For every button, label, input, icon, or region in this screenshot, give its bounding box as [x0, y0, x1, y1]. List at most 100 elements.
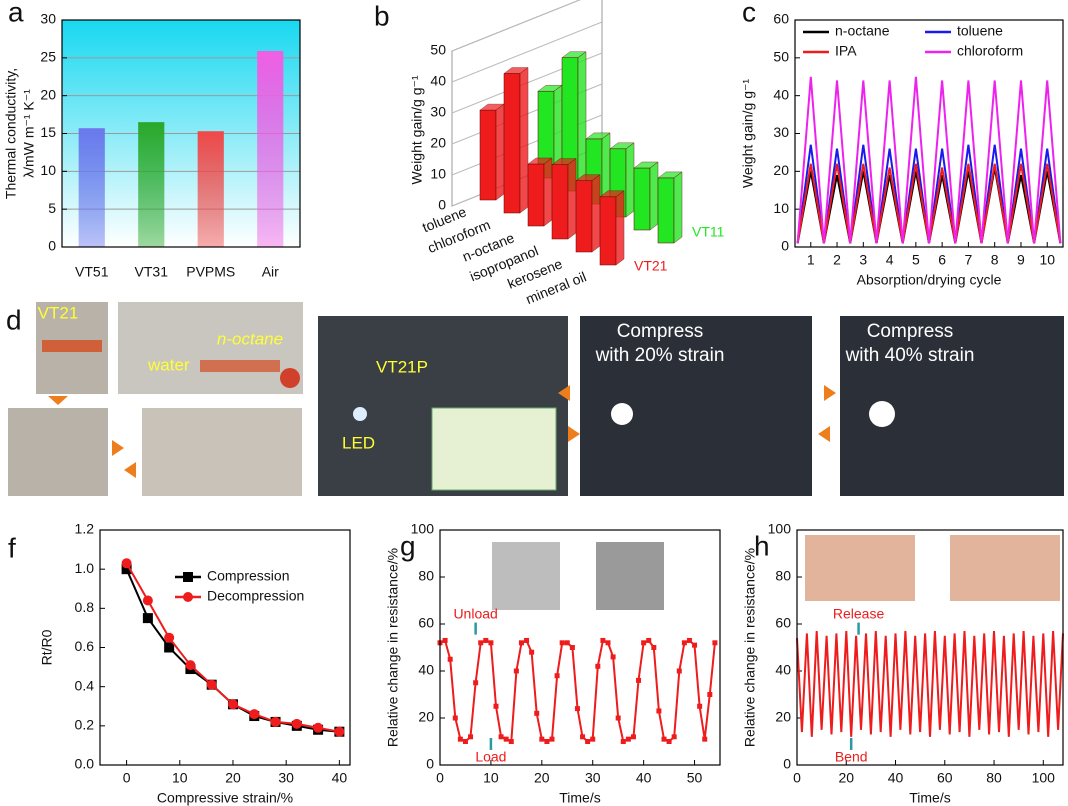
marker [458, 737, 463, 742]
marker [550, 737, 555, 742]
bar-3d [552, 159, 576, 239]
marker [313, 723, 323, 733]
marker [478, 640, 483, 645]
photo-detail [42, 340, 102, 352]
bar-face [658, 178, 674, 243]
arrow [112, 440, 124, 456]
legend-label: toluene [957, 23, 1003, 39]
x-tick-label: 60 [937, 770, 953, 786]
y-tick-label: 1.0 [75, 560, 95, 576]
marker [616, 716, 621, 721]
photo-label: Compress [867, 321, 954, 342]
y-tick-label: 5 [48, 200, 56, 216]
bar [138, 122, 164, 247]
y-tick-label: 0.8 [75, 599, 95, 615]
y-tick-label: 15 [40, 124, 56, 140]
y-tick-label: 20 [773, 162, 789, 178]
annotation: Bend [835, 749, 868, 765]
marker [514, 669, 519, 674]
bar-face [480, 110, 496, 200]
marker [590, 737, 595, 742]
marker [606, 640, 611, 645]
marker [662, 737, 667, 742]
marker [702, 737, 707, 742]
x-tick-label: 100 [1032, 770, 1056, 786]
bar-side [496, 104, 504, 200]
arrow [824, 385, 836, 401]
marker [468, 734, 473, 739]
marker [334, 727, 344, 737]
annotation: Unload [453, 605, 497, 621]
y-tick-label: 0 [48, 238, 56, 254]
marker [667, 739, 672, 744]
marker [595, 664, 600, 669]
marker [560, 640, 565, 645]
x-tick-label: 0 [123, 770, 131, 786]
bar-face [576, 181, 592, 252]
y-tick-label: 40 [418, 662, 434, 678]
marker [565, 640, 570, 645]
marker [631, 734, 636, 739]
x-tick-label: 1 [807, 252, 815, 268]
marker [636, 678, 641, 683]
x-tick-label: 7 [965, 252, 973, 268]
marker [687, 638, 692, 643]
photo-label: Compress [617, 321, 704, 342]
schematic [432, 408, 556, 490]
marker [448, 657, 453, 662]
marker [519, 640, 524, 645]
y-tick-label: 60 [418, 615, 434, 631]
y-tick-label: 20 [40, 86, 56, 102]
bar-3d [528, 158, 552, 226]
z-tick-label: 20 [430, 135, 446, 151]
x-tick-label: 9 [1017, 252, 1025, 268]
x-axis-label: Time/s [909, 790, 950, 806]
legend-marker [183, 572, 193, 582]
y-tick-label: 30 [773, 124, 789, 140]
bar-face [504, 74, 520, 214]
photo [142, 408, 302, 496]
y-axis-label: Thermal conductivity, [3, 68, 19, 199]
marker [656, 708, 661, 713]
series-label: VT21 [634, 258, 668, 274]
x-tick-label: 20 [838, 770, 854, 786]
marker [544, 739, 549, 744]
legend-label: IPA [835, 43, 857, 59]
y-axis-label: Rt/R0 [39, 629, 55, 665]
photo [8, 408, 108, 496]
bar-face [552, 165, 568, 239]
x-tick-label: 30 [278, 770, 294, 786]
marker [143, 613, 153, 623]
series-line [797, 631, 1063, 737]
marker [164, 643, 174, 653]
y-axis-label: λ/mW m⁻¹ K⁻¹ [21, 89, 37, 178]
x-tick-label: 40 [636, 770, 652, 786]
marker [143, 596, 153, 606]
arrow [818, 426, 830, 442]
marker [697, 704, 702, 709]
bar-3d [634, 162, 658, 230]
y-tick-label: 10 [773, 200, 789, 216]
z-tick-label: 50 [430, 42, 446, 58]
annotation: Load [475, 749, 506, 765]
photo-label: VT21 [38, 303, 79, 322]
marker [707, 692, 712, 697]
y-tick-label: 0 [783, 756, 791, 772]
x-tick-label: 0 [793, 770, 801, 786]
y-axis-label: Weight gain/g g⁻¹ [740, 79, 756, 188]
inset-photo [492, 542, 560, 610]
y-axis-label: Relative change in resistance/% [385, 548, 401, 747]
marker [555, 673, 560, 678]
series-line [798, 77, 1061, 243]
y-axis-label: Relative change in resistance/% [742, 548, 758, 747]
panel-label: b [374, 0, 390, 31]
bar-face [634, 168, 650, 230]
bar-side [568, 159, 576, 239]
marker [122, 558, 132, 568]
bar-3d [658, 172, 682, 243]
x-tick-label: VT51 [75, 264, 109, 280]
led [611, 403, 633, 425]
marker [185, 660, 195, 670]
x-tick-label: 0 [436, 770, 444, 786]
x-tick-label: 8 [991, 252, 999, 268]
